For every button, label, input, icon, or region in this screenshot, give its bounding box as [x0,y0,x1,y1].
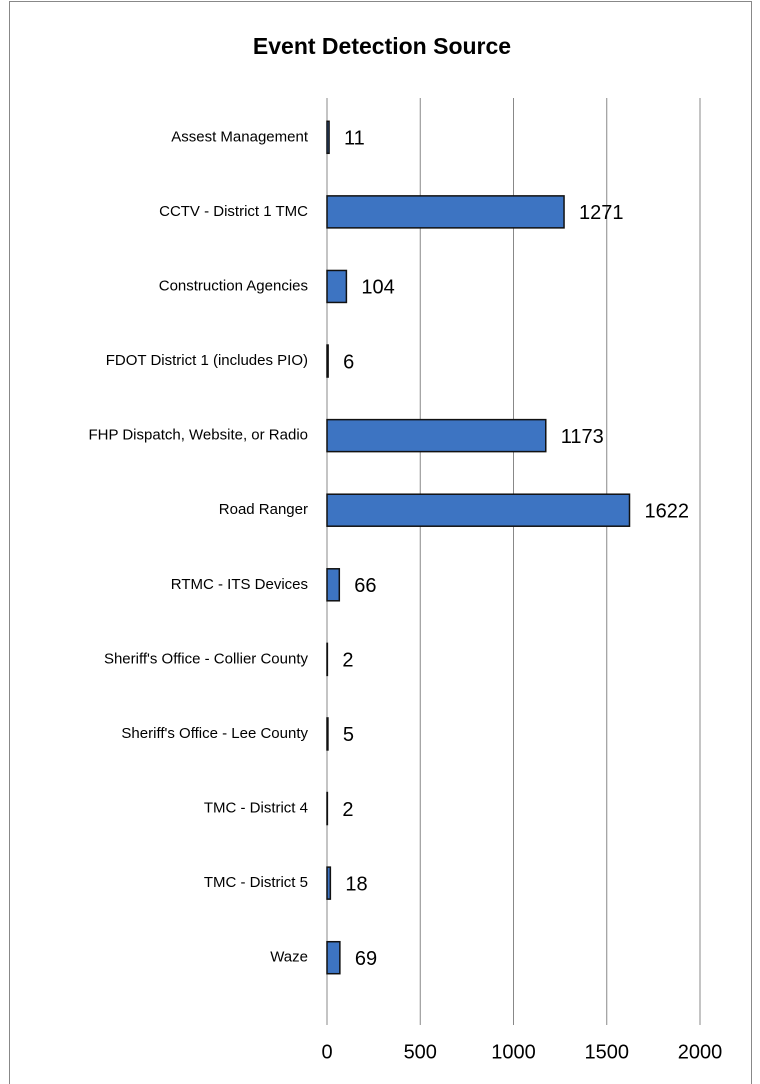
y-tick-label: Sheriff's Office - Lee County [121,725,308,742]
y-tick-label: Construction Agencies [159,277,308,294]
y-tick-label: CCTV - District 1 TMC [159,203,308,220]
bar [326,940,341,975]
bar [326,269,348,304]
data-label: 18 [345,873,367,895]
y-tick-label: Sheriff's Office - Collier County [104,650,309,667]
data-label: 69 [355,948,377,970]
data-label: 104 [361,277,394,299]
data-label: 1622 [645,500,690,522]
x-tick-label: 500 [404,1041,437,1063]
bar [326,717,329,751]
chart-border [9,1,752,1084]
data-label: 1271 [579,202,624,224]
data-label: 2 [342,650,353,672]
x-tick-label: 1500 [585,1041,630,1063]
bar [326,568,341,602]
bar [326,866,332,900]
bar [326,120,330,155]
data-label: 6 [343,351,354,373]
data-label: 11 [344,128,365,150]
chart-title: Event Detection Source [253,33,511,59]
x-tick-label: 0 [321,1041,332,1063]
y-tick-label: Assest Management [171,128,309,145]
y-tick-label: TMC - District 4 [204,800,308,817]
y-tick-label: Road Ranger [219,501,308,518]
bar [326,195,565,229]
y-tick-label: FHP Dispatch, Website, or Radio [88,427,308,444]
data-label: 66 [354,575,376,597]
bar [326,344,329,378]
bar [326,493,631,527]
data-label: 1173 [561,426,604,448]
y-tick-label: TMC - District 5 [204,874,308,891]
x-tick-label: 2000 [678,1041,723,1063]
x-tick-label: 1000 [491,1041,536,1063]
bar [326,418,547,453]
data-label: 5 [343,724,354,746]
y-tick-label: FDOT District 1 (includes PIO) [106,352,308,369]
data-label: 2 [342,799,353,821]
y-tick-label: Waze [270,949,308,966]
y-tick-label: RTMC - ITS Devices [171,576,308,593]
